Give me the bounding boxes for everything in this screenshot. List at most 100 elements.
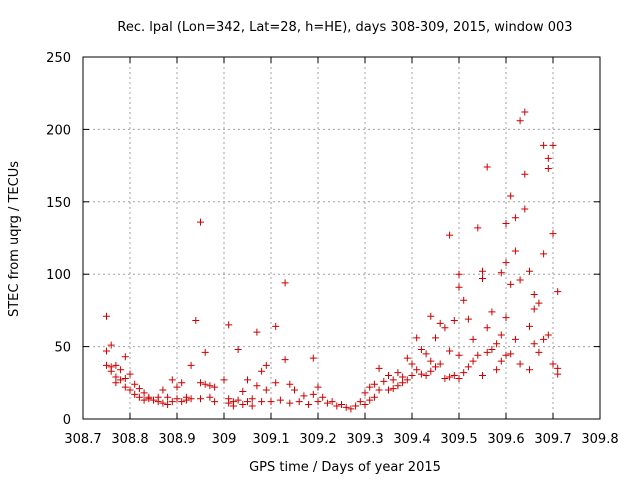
data-point xyxy=(497,357,505,365)
data-point xyxy=(150,396,157,404)
data-point xyxy=(361,389,369,397)
data-point xyxy=(178,379,186,387)
data-point xyxy=(121,374,129,382)
data-point xyxy=(549,230,557,238)
data-point xyxy=(103,312,110,320)
x-tick-label: 308.9 xyxy=(158,432,195,447)
data-point xyxy=(258,398,266,406)
data-point xyxy=(197,395,204,403)
data-point xyxy=(244,398,251,406)
y-tick-label: 0 xyxy=(63,413,71,428)
data-point xyxy=(225,399,233,407)
data-point xyxy=(549,360,557,368)
data-point xyxy=(140,396,148,404)
data-point xyxy=(103,347,110,355)
data-point xyxy=(361,401,369,409)
data-point xyxy=(507,280,515,288)
data-point xyxy=(530,290,538,298)
x-tick-label: 309.2 xyxy=(299,432,336,447)
data-point xyxy=(253,328,261,336)
data-point xyxy=(427,367,435,375)
x-tick-label: 308.8 xyxy=(111,432,148,447)
data-point xyxy=(399,379,407,387)
data-point xyxy=(159,399,167,407)
data-point xyxy=(272,322,280,330)
data-point xyxy=(385,372,392,380)
plot-frame xyxy=(82,56,601,420)
data-point xyxy=(239,401,247,409)
data-points xyxy=(103,108,562,413)
data-point xyxy=(474,224,482,232)
data-point xyxy=(474,351,482,359)
data-point xyxy=(436,319,444,327)
data-point xyxy=(131,380,139,388)
y-tick-label: 150 xyxy=(46,196,71,211)
data-point xyxy=(295,398,303,406)
data-point xyxy=(450,372,458,380)
data-point xyxy=(464,315,472,323)
data-point xyxy=(366,383,374,391)
data-point xyxy=(530,340,538,348)
data-point xyxy=(182,396,190,404)
data-point xyxy=(197,218,204,226)
data-point xyxy=(544,154,552,162)
data-point xyxy=(342,403,350,411)
data-point xyxy=(262,361,270,369)
data-point xyxy=(521,205,529,213)
data-point xyxy=(159,386,167,394)
data-point xyxy=(262,386,270,394)
data-point xyxy=(394,369,402,377)
x-tick-label: 309.3 xyxy=(346,432,383,447)
data-point xyxy=(479,372,486,380)
x-tick-label: 309.1 xyxy=(252,432,289,447)
data-point xyxy=(154,393,162,401)
data-point xyxy=(479,275,486,283)
data-point xyxy=(375,386,383,394)
data-point xyxy=(103,361,110,369)
data-point xyxy=(540,250,548,258)
data-point xyxy=(540,141,548,149)
data-point xyxy=(117,366,125,374)
data-point xyxy=(389,376,397,384)
data-point xyxy=(234,345,242,353)
data-point xyxy=(248,395,256,403)
data-point xyxy=(483,324,491,332)
data-point xyxy=(305,401,313,409)
data-point xyxy=(516,117,524,125)
data-point xyxy=(173,395,181,403)
data-point xyxy=(272,379,280,387)
data-point xyxy=(530,305,538,313)
data-point xyxy=(535,348,543,356)
data-point xyxy=(178,398,186,406)
data-point xyxy=(253,382,261,390)
data-point xyxy=(168,398,176,406)
data-point xyxy=(455,374,463,382)
data-point xyxy=(460,296,468,304)
data-point xyxy=(516,360,524,368)
data-point xyxy=(164,393,172,401)
data-point xyxy=(436,360,444,368)
data-point xyxy=(145,395,153,403)
data-point xyxy=(413,334,421,342)
data-point xyxy=(366,396,374,404)
x-tick-label: 309.7 xyxy=(534,432,571,447)
data-point xyxy=(258,367,266,375)
data-point xyxy=(507,192,515,200)
y-tick-label: 50 xyxy=(54,341,71,356)
data-point xyxy=(187,395,195,403)
data-point xyxy=(554,288,562,296)
x-tick-label: 309 xyxy=(212,432,237,447)
data-point xyxy=(314,398,322,406)
data-point xyxy=(446,347,454,355)
data-point xyxy=(323,399,331,407)
data-point xyxy=(126,370,134,378)
data-point xyxy=(229,402,237,410)
data-point xyxy=(328,398,336,406)
data-point xyxy=(107,367,115,375)
data-point xyxy=(479,267,486,275)
data-point xyxy=(511,335,519,343)
data-point xyxy=(422,350,430,358)
data-point xyxy=(403,354,411,362)
data-point xyxy=(140,389,148,397)
x-tick-label: 309.5 xyxy=(440,432,477,447)
